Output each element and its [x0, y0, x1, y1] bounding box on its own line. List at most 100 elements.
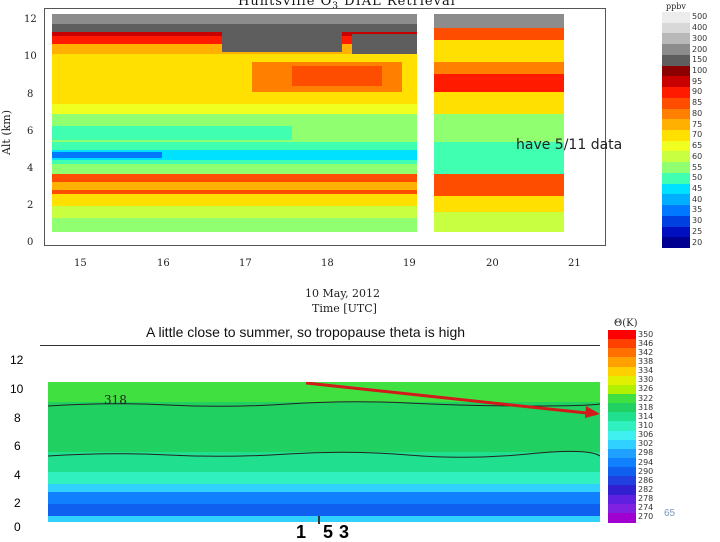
bottom-ytick-2: 2: [14, 496, 21, 510]
top-colorbar-label: 70: [692, 130, 703, 140]
top-colorbar-label: 90: [692, 87, 703, 97]
top-colorbar-swatch: [662, 119, 690, 131]
top-plot-title: Huntsville O3 DIAL Retrieval: [238, 0, 456, 12]
bottom-colorbar-label: 322: [638, 393, 654, 403]
top-colorbar-swatch: [662, 54, 690, 66]
bottom-colorbar-swatch: [608, 512, 636, 523]
bottom-colorbar-swatch: [608, 403, 636, 414]
top-colorbar-label: 200: [692, 44, 708, 54]
top-xtick-21: 21: [568, 258, 581, 269]
top-xtick-17: 17: [239, 258, 252, 269]
bottom-colorbar-unit: Θ(K): [614, 318, 638, 329]
top-colorbar-label: 30: [692, 216, 703, 226]
top-colorbar-swatch: [662, 183, 690, 195]
bottom-colorbar-swatch: [608, 485, 636, 496]
bottom-colorbar-swatch: [608, 430, 636, 441]
top-colorbar-swatch: [662, 65, 690, 77]
top-colorbar-label: 20: [692, 237, 703, 247]
bottom-colorbar-swatch: [608, 439, 636, 450]
top-colorbar-label: 400: [692, 23, 708, 33]
top-colorbar-swatch: [662, 194, 690, 206]
top-xtick-20: 20: [486, 258, 499, 269]
bottom-ytick-8: 8: [14, 411, 21, 425]
top-ytick-10: 10: [24, 51, 37, 62]
bottom-colorbar-label: 306: [638, 430, 654, 440]
top-title-main: Huntsville O: [238, 0, 333, 9]
top-colorbar-swatch: [662, 205, 690, 217]
top-colorbar-swatch: [662, 108, 690, 120]
top-colorbar-label: 95: [692, 76, 703, 86]
top-colorbar-swatch: [662, 172, 690, 184]
bottom-colorbar-label: 294: [638, 457, 654, 467]
top-xtick-19: 19: [403, 258, 416, 269]
top-colorbar-label: 85: [692, 98, 703, 108]
top-xtick-15: 15: [74, 258, 87, 269]
top-colorbar-label: 55: [692, 162, 703, 172]
bottom-colorbar-swatch: [608, 412, 636, 423]
bottom-colorbar-swatch: [608, 503, 636, 514]
top-ytick-4: 4: [27, 163, 34, 174]
top-colorbar-swatch: [662, 226, 690, 238]
bottom-colorbar-swatch: [608, 330, 636, 340]
bottom-colorbar-label: 314: [638, 411, 654, 421]
bottom-colorbar-swatch: [608, 458, 636, 468]
bottom-time-label: 1 53: [296, 522, 356, 542]
top-colorbar-swatch: [662, 97, 690, 109]
top-title-sub: 3: [332, 1, 340, 12]
top-curtain-right: [434, 14, 564, 232]
bottom-colorbar-label: 286: [638, 475, 654, 485]
top-colorbar-label: 75: [692, 119, 703, 129]
top-title-rest: DIAL Retrieval: [339, 0, 456, 9]
top-ytick-6: 6: [27, 126, 34, 137]
bottom-colorbar-label: 342: [638, 347, 654, 357]
top-colorbar-swatch: [662, 215, 690, 227]
top-colorbar-label: 50: [692, 173, 703, 183]
top-colorbar-label: 300: [692, 33, 708, 43]
top-colorbar: 500 400 300 200 150 100 95 90 85 80 75 70 65 60 55 50 45…: [662, 12, 720, 249]
bottom-colorbar-swatch: [608, 421, 636, 432]
top-colorbar-label: 100: [692, 66, 708, 75]
top-colorbar-swatch: [662, 22, 690, 34]
bottom-colorbar-label: 302: [638, 439, 654, 449]
top-curtain-left: [52, 14, 417, 232]
bottom-colorbar-label: 350: [638, 329, 654, 339]
bottom-colorbar-swatch: [608, 467, 636, 478]
top-colorbar-swatch: [662, 151, 690, 163]
top-colorbar-swatch: [662, 130, 690, 141]
bottom-plot-topline: [40, 345, 600, 346]
bottom-colorbar-swatch: [608, 394, 636, 404]
bottom-colorbar-swatch: [608, 348, 636, 359]
top-colorbar-label: 45: [692, 184, 703, 193]
bottom-colorbar-label: 334: [638, 366, 654, 376]
bottom-colorbar-label: 290: [638, 466, 654, 476]
top-xlabel: Time [UTC]: [312, 302, 377, 315]
bottom-colorbar-label: 338: [638, 357, 654, 366]
top-colorbar-swatch: [662, 237, 690, 249]
bottom-colorbar-label: 270: [638, 512, 654, 522]
bottom-ytick-12: 12: [10, 353, 24, 367]
bottom-ytick-6: 6: [14, 439, 21, 453]
bottom-colorbar-label: 326: [638, 384, 654, 394]
top-colorbar-unit: ppbv: [666, 2, 686, 11]
top-colorbar-swatch: [662, 76, 690, 88]
top-colorbar-swatch: [662, 44, 690, 56]
bottom-colorbar-swatch: [608, 357, 636, 368]
top-colorbar-swatch: [662, 140, 690, 152]
slide-number: 65: [664, 508, 676, 519]
top-colorbar-label: 60: [692, 151, 703, 161]
top-ytick-12: 12: [24, 14, 37, 25]
top-date-label: 10 May, 2012: [305, 287, 381, 300]
top-ytick-0: 0: [27, 237, 34, 248]
bottom-xtick-mark: [318, 516, 320, 524]
top-colorbar-label: 500: [692, 12, 708, 22]
top-colorbar-swatch: [662, 33, 690, 45]
contour-label-318: 318: [104, 393, 127, 407]
top-colorbar-label: 80: [692, 108, 703, 118]
top-xtick-18: 18: [321, 258, 334, 269]
bottom-colorbar-label: 346: [638, 338, 654, 348]
top-xtick-16: 16: [157, 258, 170, 269]
bottom-colorbar-label: 298: [638, 448, 654, 458]
top-colorbar-label: 35: [692, 205, 703, 215]
top-ytick-2: 2: [27, 200, 34, 211]
top-colorbar-label: 150: [692, 55, 708, 65]
